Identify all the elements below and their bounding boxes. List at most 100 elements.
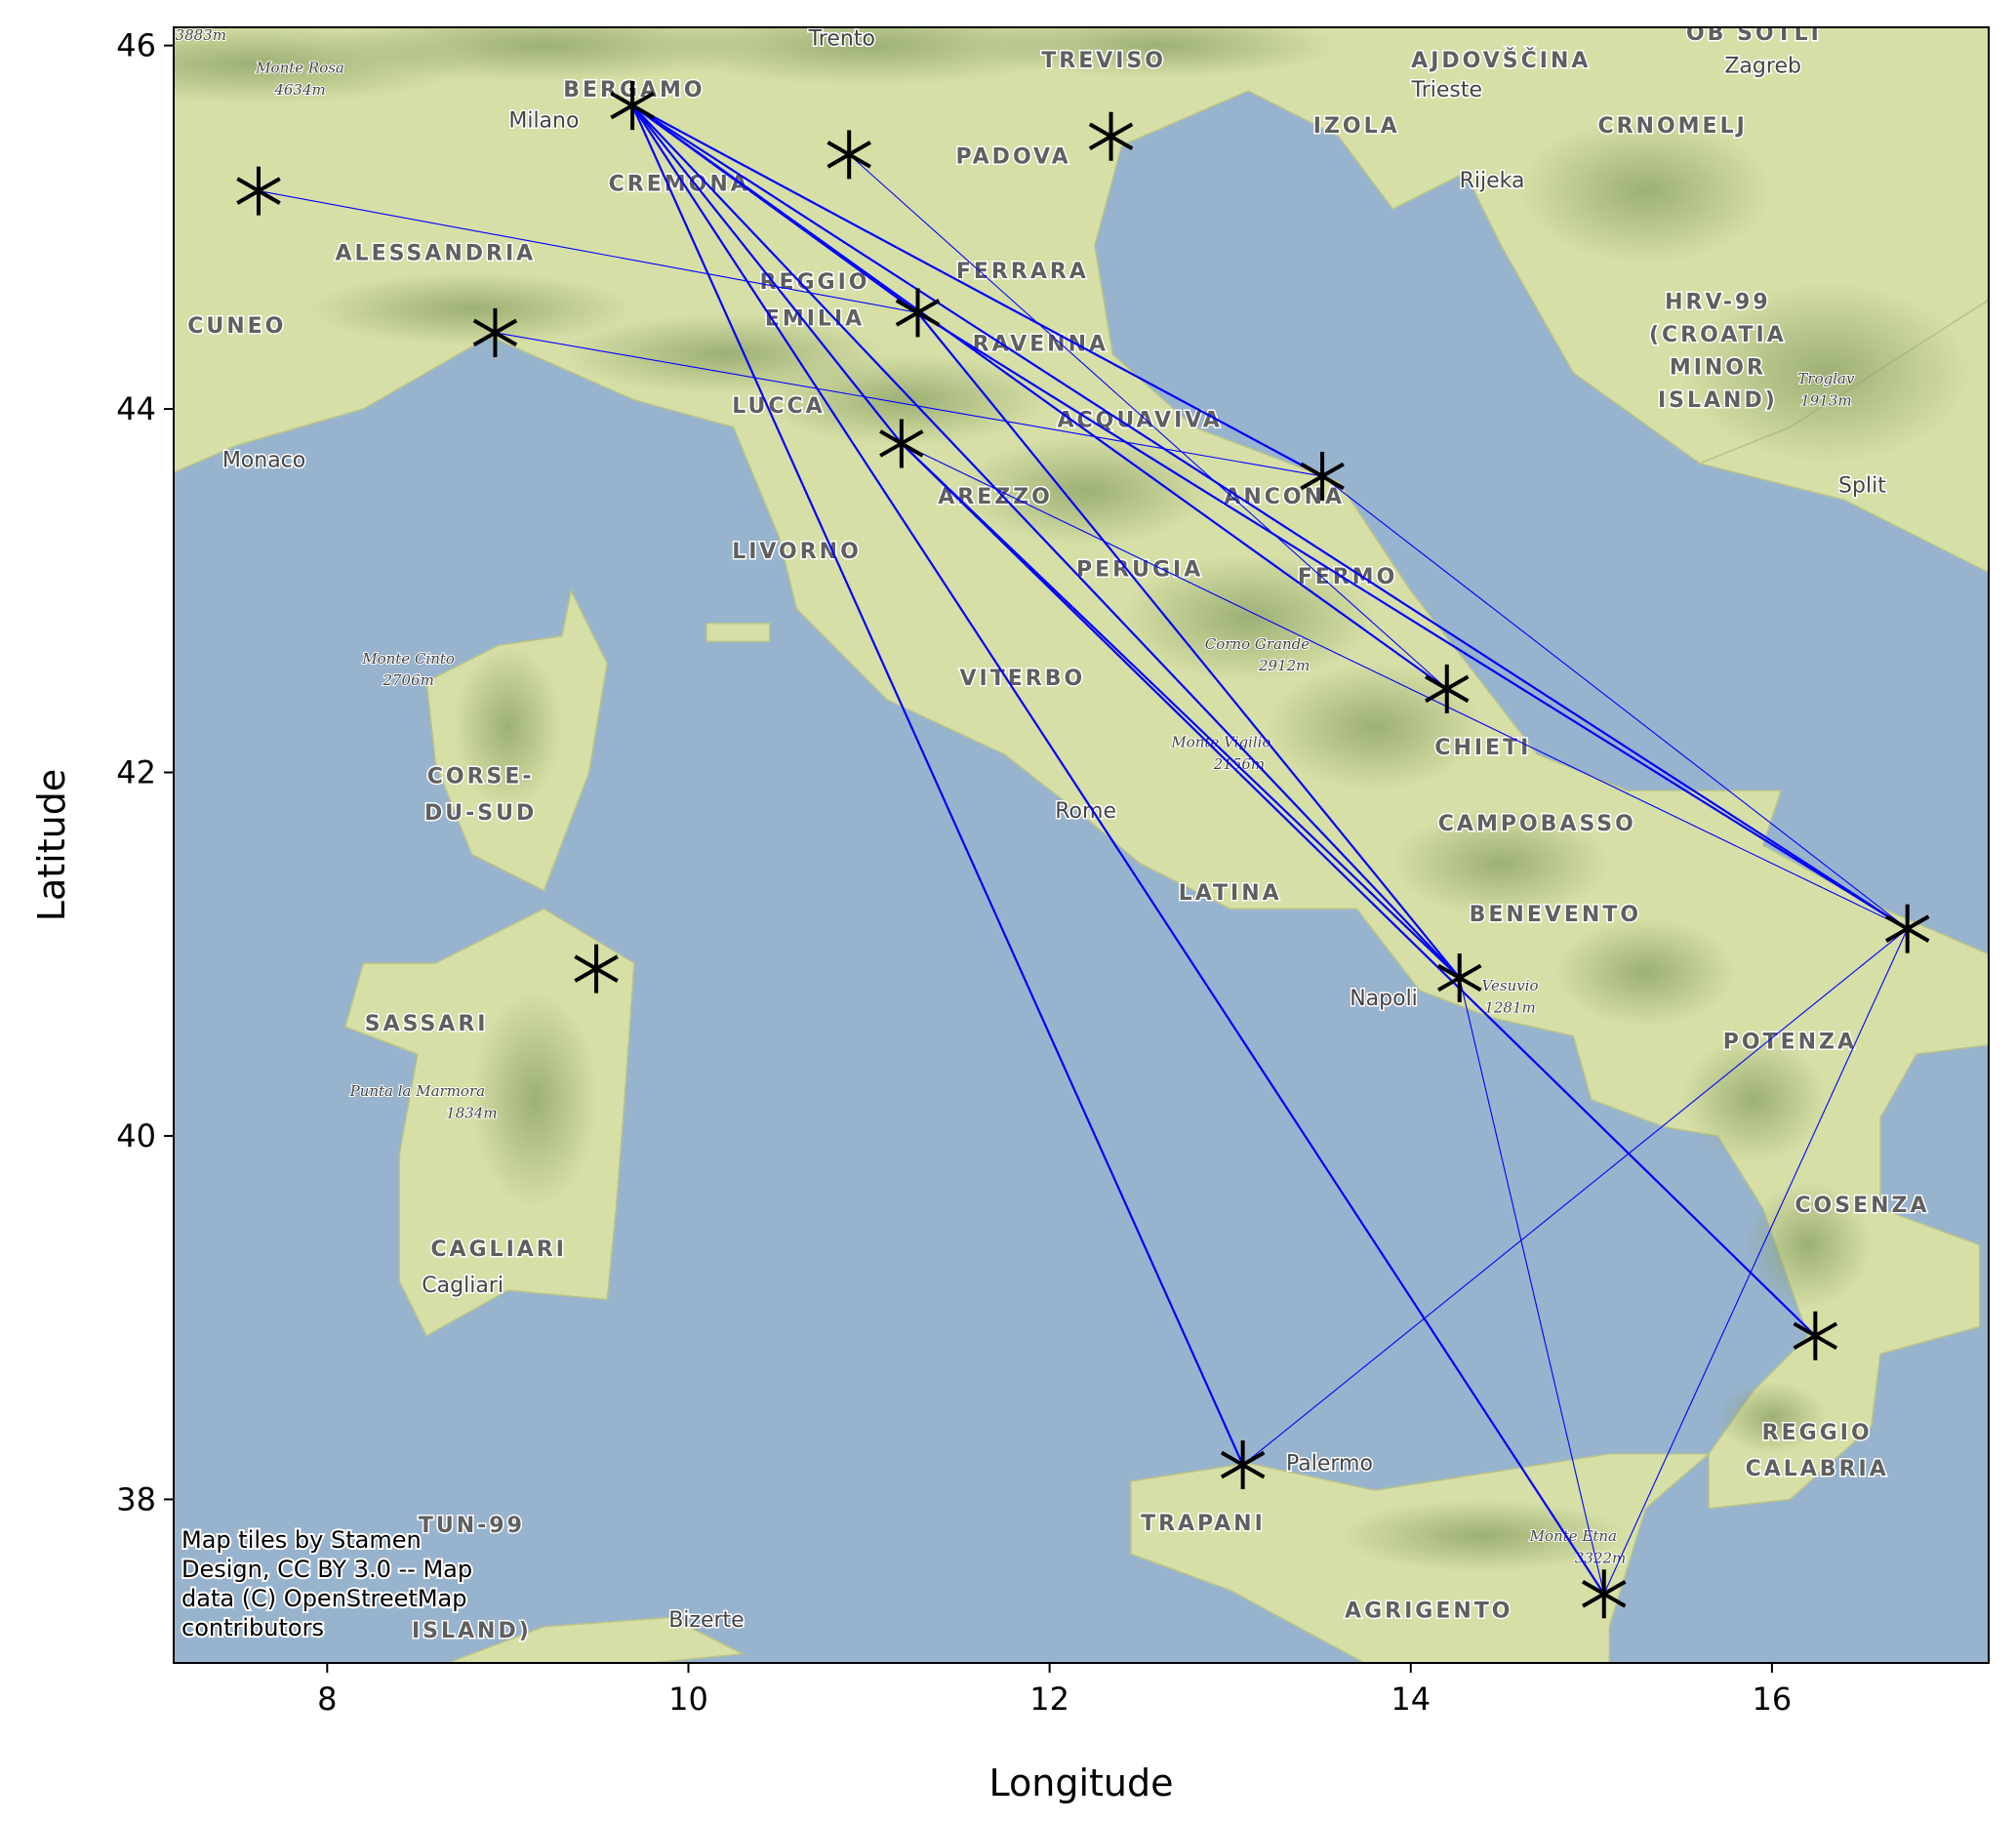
peak-label: 2912m (1258, 657, 1310, 674)
place-label: Split (1838, 474, 1886, 499)
x-tick-label: 8 (317, 1681, 337, 1718)
connection-line (631, 104, 1323, 477)
place-label: Rijeka (1460, 169, 1525, 193)
location-marker (1425, 664, 1470, 713)
peak-label: Monte Etna (1529, 1527, 1617, 1545)
connection-line (631, 104, 1448, 690)
place-label: Trieste (1411, 78, 1483, 102)
connection-line (901, 442, 1461, 979)
y-tick-label: 38 (116, 1480, 156, 1518)
location-marker (574, 944, 619, 993)
place-label: POTENZA (1723, 1031, 1857, 1055)
location-marker (827, 130, 871, 180)
place-label: TUN-99 (419, 1514, 525, 1538)
land-tunisia (174, 1616, 746, 1663)
location-marker (1793, 1311, 1838, 1360)
connection-line (916, 311, 1909, 930)
place-label: IZOLA (1313, 114, 1400, 139)
place-label: Monaco (222, 449, 305, 473)
place-label: ALESSANDRIA (336, 241, 537, 265)
place-label: Bizerte (668, 1608, 745, 1633)
connection-line (1603, 928, 1909, 1595)
plot-frame (173, 26, 1990, 1664)
connection-line (631, 104, 1461, 979)
place-label: MINOR (1670, 356, 1766, 381)
connection-line (631, 104, 1605, 1595)
x-tick-label: 12 (1029, 1681, 1069, 1718)
location-marker (895, 288, 941, 338)
x-tick-label: 10 (668, 1681, 708, 1718)
place-label: FERRARA (956, 260, 1089, 284)
peak-label: 1281m (1484, 998, 1535, 1016)
y-tick-label: 40 (116, 1117, 156, 1155)
attribution-line: contributors (181, 1614, 324, 1641)
x-tick-label: 14 (1391, 1681, 1431, 1718)
place-label: AGRIGENTO (1345, 1599, 1512, 1623)
connection-line (1321, 475, 1909, 930)
connection-line (631, 104, 1909, 930)
peak-label: 2706m (382, 671, 433, 689)
land-mainland-italy (174, 27, 1989, 1510)
attribution-line: Map tiles by Stamen (181, 1526, 422, 1554)
place-label: OB SOTLI (1686, 21, 1822, 46)
place-label: Napoli (1350, 987, 1418, 1011)
place-label: Zagreb (1724, 55, 1801, 79)
connection-line (1242, 928, 1909, 1466)
location-markers (236, 81, 1930, 1619)
place-label: SASSARI (365, 1012, 489, 1036)
place-label: Trento (808, 27, 875, 52)
relief-patch (760, 354, 1050, 446)
attribution-line: data (C) OpenStreetMap (181, 1585, 466, 1612)
location-marker (1436, 952, 1482, 1002)
relief-patch (471, 990, 598, 1209)
place-label: CAGLIARI (430, 1237, 567, 1262)
place-label: CHIETI (1434, 736, 1531, 760)
connection-line (495, 332, 1323, 477)
place-label: BENEVENTO (1470, 903, 1641, 927)
location-marker (610, 81, 655, 131)
place-label: PADOVA (956, 145, 1071, 170)
y-tick-label: 44 (116, 390, 156, 427)
y-axis-title: Latitude (30, 769, 73, 921)
relief-patch (327, 27, 761, 82)
peak-label: 4634m (273, 81, 325, 99)
place-label: LATINA (1179, 881, 1282, 906)
place-label: EMILIA (765, 306, 865, 331)
connection-line (631, 104, 1244, 1466)
place-label: PERUGIA (1076, 557, 1203, 582)
connection-line (901, 442, 1908, 930)
x-tick-label: 16 (1753, 1681, 1793, 1718)
place-label: ISLAND) (1658, 388, 1778, 413)
peak-label: Monte Rosa (255, 60, 344, 77)
peak-label: 3883m (176, 26, 226, 44)
place-label: AJDOVŠČINA (1411, 48, 1591, 73)
place-label: CUNEO (187, 314, 286, 339)
location-marker (879, 419, 924, 468)
place-label: TREVISO (1041, 49, 1166, 73)
peak-label: Troglav (1797, 370, 1855, 387)
x-axis-title: Longitude (989, 1762, 1174, 1804)
location-marker (1300, 451, 1345, 501)
place-label: ACQUAVIVA (1057, 409, 1222, 433)
place-label: Milano (508, 108, 579, 133)
location-marker (1088, 111, 1134, 161)
place-label: CORSE- (427, 765, 535, 790)
peak-label: Monte Cinto (361, 650, 455, 668)
place-label: LIVORNO (732, 540, 862, 564)
place-label: CRNOMELJ (1597, 114, 1747, 139)
place-label: HRV-99 (1665, 291, 1771, 315)
location-marker (1884, 904, 1930, 953)
relief-patch (1266, 663, 1483, 791)
connection-line (1459, 977, 1605, 1595)
relief-patch (1121, 554, 1375, 682)
connection-line (631, 104, 903, 445)
peak-label: Vesuvio (1482, 977, 1539, 994)
place-label: CAMPOBASSO (1438, 812, 1636, 836)
relief-patch (1518, 118, 1772, 264)
relief-patch (1717, 1381, 1827, 1454)
place-label: Palermo (1286, 1452, 1373, 1477)
peak-label: 3322m (1575, 1550, 1626, 1567)
peak-label: 1834m (446, 1104, 497, 1121)
